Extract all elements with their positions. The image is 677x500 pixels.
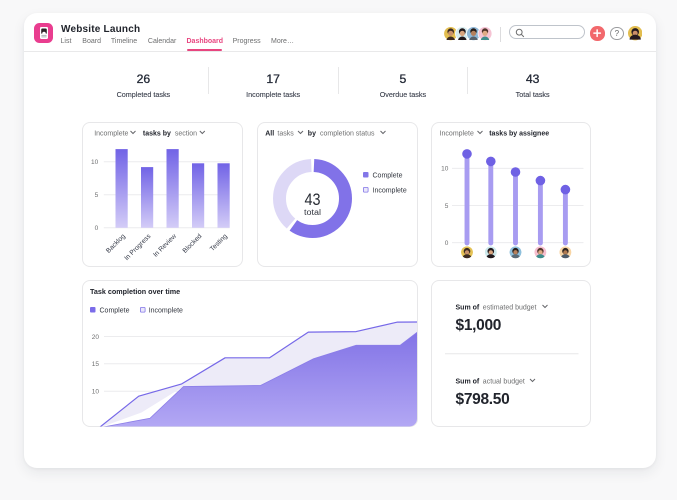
svg-text:actual budget: actual budget bbox=[483, 379, 525, 386]
svg-text:tasks by assignee: tasks by assignee bbox=[489, 131, 549, 138]
svg-text:completion status: completion status bbox=[320, 131, 375, 138]
svg-text:10: 10 bbox=[91, 159, 99, 166]
svg-text:$798.50: $798.50 bbox=[456, 391, 510, 408]
svg-text:10: 10 bbox=[441, 166, 449, 173]
svg-text:Incomplete: Incomplete bbox=[149, 307, 183, 314]
svg-text:Backlog: Backlog bbox=[105, 233, 127, 255]
svg-text:Incomplete: Incomplete bbox=[94, 131, 128, 138]
svg-text:Sum of: Sum of bbox=[456, 305, 480, 312]
svg-text:In Review: In Review bbox=[152, 233, 178, 259]
svg-text:0: 0 bbox=[95, 225, 99, 232]
svg-text:total: total bbox=[304, 208, 321, 217]
svg-text:$1,000: $1,000 bbox=[456, 317, 502, 334]
svg-text:10: 10 bbox=[92, 389, 100, 396]
svg-text:section: section bbox=[175, 131, 197, 138]
svg-text:0: 0 bbox=[445, 240, 449, 247]
svg-text:Task completion over time: Task completion over time bbox=[90, 287, 180, 296]
svg-text:In Progress: In Progress bbox=[123, 233, 153, 263]
svg-text:Incomplete: Incomplete bbox=[373, 187, 407, 194]
svg-text:Complete: Complete bbox=[100, 307, 130, 314]
svg-text:Testing: Testing bbox=[209, 233, 229, 253]
svg-text:Sum of: Sum of bbox=[456, 379, 480, 386]
svg-text:15: 15 bbox=[92, 361, 100, 368]
svg-text:Complete: Complete bbox=[373, 172, 403, 179]
svg-text:43: 43 bbox=[305, 191, 321, 209]
svg-text:20: 20 bbox=[92, 334, 100, 341]
svg-text:Blocked: Blocked bbox=[182, 233, 204, 255]
svg-text:estimated budget: estimated budget bbox=[483, 305, 537, 312]
svg-text:All: All bbox=[265, 131, 274, 138]
svg-text:by: by bbox=[308, 131, 316, 138]
svg-text:5: 5 bbox=[95, 192, 99, 199]
svg-text:tasks: tasks bbox=[277, 131, 294, 138]
svg-text:5: 5 bbox=[445, 203, 449, 210]
svg-text:tasks by: tasks by bbox=[143, 131, 171, 138]
svg-text:Incomplete: Incomplete bbox=[440, 131, 474, 138]
